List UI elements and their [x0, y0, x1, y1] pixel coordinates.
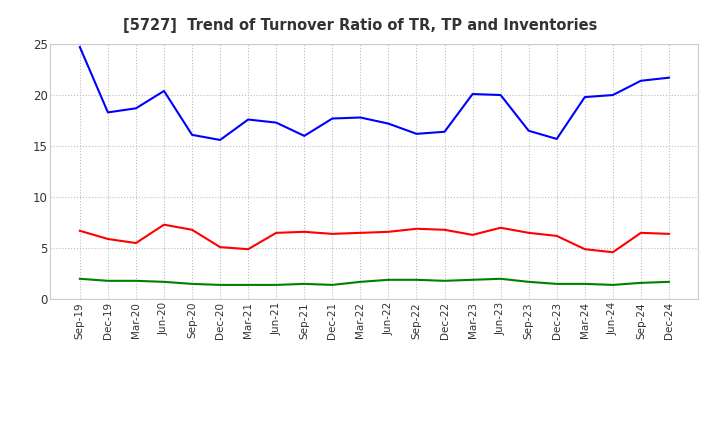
Trade Payables	[524, 128, 533, 133]
Trade Payables	[216, 137, 225, 143]
Trade Receivables	[356, 230, 365, 235]
Inventories	[356, 279, 365, 285]
Trade Receivables	[160, 222, 168, 227]
Inventories	[440, 278, 449, 283]
Trade Receivables	[552, 233, 561, 238]
Inventories	[524, 279, 533, 285]
Text: [5727]  Trend of Turnover Ratio of TR, TP and Inventories: [5727] Trend of Turnover Ratio of TR, TP…	[123, 18, 597, 33]
Inventories	[636, 280, 645, 286]
Line: Trade Payables: Trade Payables	[80, 47, 669, 140]
Inventories	[665, 279, 673, 285]
Trade Receivables	[244, 246, 253, 252]
Trade Receivables	[608, 249, 617, 255]
Trade Payables	[76, 44, 84, 50]
Trade Payables	[104, 110, 112, 115]
Trade Payables	[384, 121, 392, 126]
Trade Receivables	[468, 232, 477, 238]
Trade Payables	[188, 132, 197, 137]
Trade Payables	[244, 117, 253, 122]
Inventories	[300, 281, 309, 286]
Legend: Trade Receivables, Trade Payables, Inventories: Trade Receivables, Trade Payables, Inven…	[144, 438, 605, 440]
Trade Receivables	[328, 231, 337, 237]
Inventories	[496, 276, 505, 282]
Trade Receivables	[216, 245, 225, 250]
Trade Receivables	[384, 229, 392, 235]
Inventories	[244, 282, 253, 288]
Trade Receivables	[665, 231, 673, 237]
Inventories	[272, 282, 281, 288]
Trade Receivables	[132, 240, 140, 246]
Inventories	[188, 281, 197, 286]
Trade Receivables	[104, 236, 112, 242]
Trade Payables	[608, 92, 617, 98]
Inventories	[216, 282, 225, 288]
Trade Receivables	[300, 229, 309, 235]
Inventories	[384, 277, 392, 282]
Inventories	[580, 281, 589, 286]
Inventories	[76, 276, 84, 282]
Trade Payables	[160, 88, 168, 94]
Inventories	[552, 281, 561, 286]
Trade Receivables	[76, 228, 84, 234]
Trade Payables	[132, 106, 140, 111]
Trade Payables	[580, 95, 589, 100]
Inventories	[160, 279, 168, 285]
Trade Receivables	[272, 230, 281, 235]
Trade Receivables	[636, 230, 645, 235]
Line: Trade Receivables: Trade Receivables	[80, 225, 669, 252]
Trade Receivables	[440, 227, 449, 232]
Inventories	[468, 277, 477, 282]
Trade Payables	[440, 129, 449, 135]
Trade Payables	[496, 92, 505, 98]
Trade Receivables	[188, 227, 197, 232]
Trade Receivables	[524, 230, 533, 235]
Inventories	[328, 282, 337, 288]
Trade Payables	[272, 120, 281, 125]
Trade Payables	[356, 115, 365, 120]
Trade Payables	[300, 133, 309, 139]
Trade Payables	[328, 116, 337, 121]
Trade Receivables	[496, 225, 505, 231]
Inventories	[104, 278, 112, 283]
Inventories	[412, 277, 420, 282]
Trade Payables	[412, 131, 420, 136]
Trade Payables	[665, 75, 673, 81]
Inventories	[132, 278, 140, 283]
Trade Receivables	[580, 246, 589, 252]
Line: Inventories: Inventories	[80, 279, 669, 285]
Trade Payables	[636, 78, 645, 84]
Trade Receivables	[412, 226, 420, 231]
Trade Payables	[552, 136, 561, 142]
Inventories	[608, 282, 617, 288]
Trade Payables	[468, 92, 477, 97]
